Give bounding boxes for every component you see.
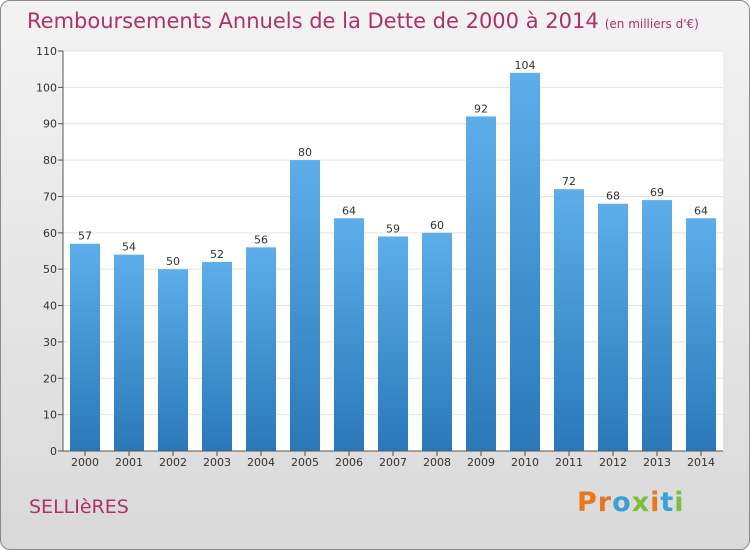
x-tick-label: 2005 [291, 456, 319, 469]
bar-value-label: 64 [342, 204, 356, 217]
bar[interactable] [466, 116, 496, 452]
bar-value-label: 80 [298, 146, 312, 159]
bar-value-label: 59 [386, 222, 400, 235]
bar-value-label: 72 [562, 175, 576, 188]
x-tick-label: 2009 [467, 456, 495, 469]
bar[interactable] [114, 254, 144, 451]
bar-value-label: 50 [166, 255, 180, 268]
x-tick-label: 2008 [423, 456, 451, 469]
y-tick-label: 40 [43, 300, 57, 313]
logo-letter: t [660, 487, 675, 518]
bar-value-label: 60 [430, 219, 444, 232]
bar-value-label: 54 [122, 241, 136, 254]
bar[interactable] [598, 203, 628, 451]
bar-value-label: 69 [650, 186, 664, 199]
logo-letter: i [674, 487, 685, 518]
y-tick-label: 110 [36, 45, 57, 58]
y-tick-label: 20 [43, 372, 57, 385]
bar[interactable] [554, 189, 584, 451]
x-tick-label: 2012 [599, 456, 627, 469]
y-tick-label: 50 [43, 263, 57, 276]
bar[interactable] [202, 261, 232, 451]
logo-letter: o [612, 487, 632, 518]
x-tick-label: 2013 [643, 456, 671, 469]
bar[interactable] [70, 243, 100, 451]
bar[interactable] [246, 247, 276, 451]
chart-subtitle: (en milliers d'€) [604, 17, 699, 31]
y-tick-label: 60 [43, 227, 57, 240]
logo-letter: r [597, 487, 613, 518]
y-tick-label: 0 [50, 445, 57, 458]
bar[interactable] [158, 269, 188, 451]
bar[interactable] [422, 232, 452, 451]
commune-name: SELLIèRES [29, 496, 129, 518]
bar-value-label: 57 [78, 230, 92, 243]
x-tick-label: 2003 [203, 456, 231, 469]
bars-group: 57 54 50 52 56 80 64 59 60 92 104 72 68 69 64 [70, 59, 716, 452]
x-tick-label: 2007 [379, 456, 407, 469]
y-tick-label: 70 [43, 190, 57, 203]
x-tick-label: 2000 [71, 456, 99, 469]
y-tick-label: 80 [43, 154, 57, 167]
x-tick-label: 2001 [115, 456, 143, 469]
y-tick-label: 10 [43, 409, 57, 422]
proxiti-logo[interactable]: Proxiti [577, 487, 685, 518]
y-tick-label: 30 [43, 336, 57, 349]
bar-value-label: 92 [474, 102, 488, 115]
x-tick-label: 2006 [335, 456, 363, 469]
axes-group: 0 10 20 30 40 50 60 70 80 90 100 110 2000 2001 2002 200… [36, 45, 723, 469]
bar-value-label: 56 [254, 233, 268, 246]
bar[interactable] [334, 218, 364, 451]
bar-value-label: 52 [210, 248, 224, 261]
bar[interactable] [378, 236, 408, 451]
chart-title: Remboursements Annuels de la Dette de 20… [27, 9, 699, 33]
bar-value-label: 104 [515, 59, 536, 72]
bar[interactable] [686, 218, 716, 451]
x-tick-label: 2011 [555, 456, 583, 469]
x-tick-label: 2010 [511, 456, 539, 469]
x-tick-label: 2004 [247, 456, 275, 469]
x-tick-label: 2002 [159, 456, 187, 469]
logo-letter: i [650, 487, 661, 518]
x-tick-label: 2014 [687, 456, 715, 469]
y-tick-label: 100 [36, 81, 57, 94]
bar[interactable] [510, 72, 540, 452]
y-tick-label: 90 [43, 118, 57, 131]
bar[interactable] [642, 200, 672, 451]
bar[interactable] [290, 160, 320, 451]
bar-value-label: 68 [606, 190, 620, 203]
logo-letter: P [577, 487, 598, 518]
logo-letter: x [631, 487, 651, 518]
bar-value-label: 64 [694, 204, 708, 217]
chart-title-text: Remboursements Annuels de la Dette de 20… [27, 9, 599, 33]
